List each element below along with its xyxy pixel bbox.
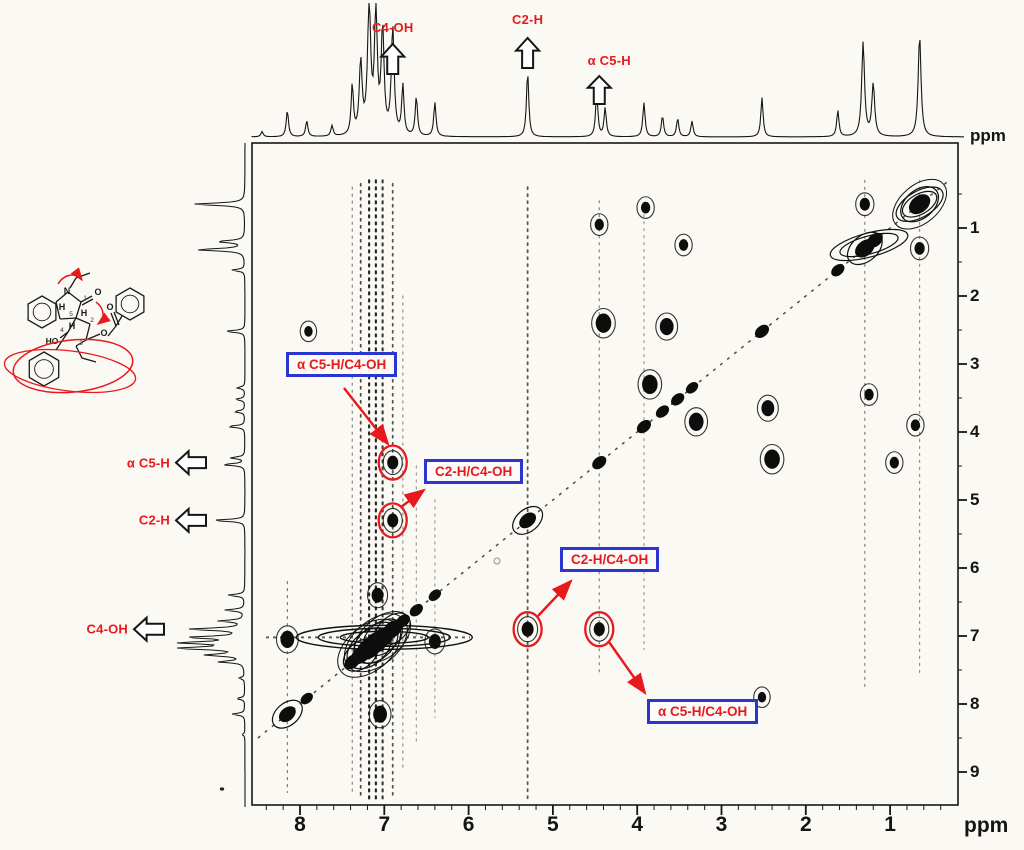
top-peak-label-c4-oh: C4-OH	[371, 20, 414, 35]
y-tick-label: 5	[970, 490, 980, 509]
hollow-pointer-arrows	[132, 36, 614, 643]
left-peak-label-c4-oh: C4-OH	[86, 621, 128, 637]
callout-a-c5h-c4oh-left: α C5-H/C4-OH	[286, 352, 398, 377]
y-tick-label: 1	[970, 218, 980, 237]
y-tick-label: 3	[970, 354, 980, 373]
svg-text:O: O	[94, 287, 101, 297]
callout-a-c5h-c4oh-right: α C5-H/C4-OH	[647, 699, 759, 724]
x-tick-label: 3	[715, 813, 728, 836]
top-1d-proton-trace	[251, 2, 964, 138]
diagonal-peaks	[257, 178, 950, 739]
x-tick-label: 4	[631, 813, 644, 836]
y-tick-label: 4	[970, 422, 980, 441]
svg-text:N: N	[64, 286, 71, 296]
svg-text:1: 1	[83, 295, 87, 302]
callout-c2h-c4oh-left: C2-H/C4-OH	[424, 459, 524, 484]
svg-text:2: 2	[90, 317, 94, 324]
y-tick-label: 2	[970, 286, 980, 305]
bottom-axis-unit: ppm	[964, 814, 1009, 837]
x-tick-label: 5	[547, 813, 559, 836]
left-1d-proton-trace	[176, 143, 246, 807]
top-peak-label-a-c5-h: α C5-H	[587, 53, 631, 68]
top-axis-unit: ppm	[970, 126, 1006, 145]
cross-peaks	[275, 192, 930, 729]
y-tick-label: 8	[970, 694, 980, 713]
x-tick-label: 8	[294, 813, 306, 836]
callout-c2h-c4oh-right: C2-H/C4-OH	[560, 547, 660, 572]
x-tick-label: 7	[378, 813, 391, 836]
svg-text:H: H	[59, 302, 66, 312]
svg-text:5: 5	[69, 311, 73, 318]
peak-circles	[377, 444, 615, 648]
x-tick-label: 6	[462, 813, 475, 836]
y-tick-label: 9	[970, 762, 980, 781]
svg-text:3: 3	[79, 340, 83, 347]
svg-text:O: O	[100, 328, 107, 338]
left-peak-label-a-c5-h: α C5-H	[126, 455, 170, 471]
svg-text:H: H	[81, 308, 88, 318]
top-peak-label-c2-h: C2-H	[512, 12, 544, 27]
svg-text:HO: HO	[46, 336, 59, 346]
scan-artifacts	[219, 557, 501, 791]
t1-noise-streaks	[266, 179, 921, 801]
plot-frame	[251, 142, 967, 815]
svg-text:4: 4	[60, 327, 64, 334]
svg-text:H: H	[69, 321, 76, 331]
x-tick-label: 2	[799, 813, 812, 836]
svg-text:O: O	[106, 302, 113, 312]
y-tick-label: 7	[970, 626, 980, 645]
x-tick-label: 1	[884, 813, 896, 836]
y-tick-label: 6	[970, 558, 980, 577]
annotation-arrows	[343, 387, 647, 695]
left-peak-label-c2-h: C2-H	[138, 512, 170, 528]
